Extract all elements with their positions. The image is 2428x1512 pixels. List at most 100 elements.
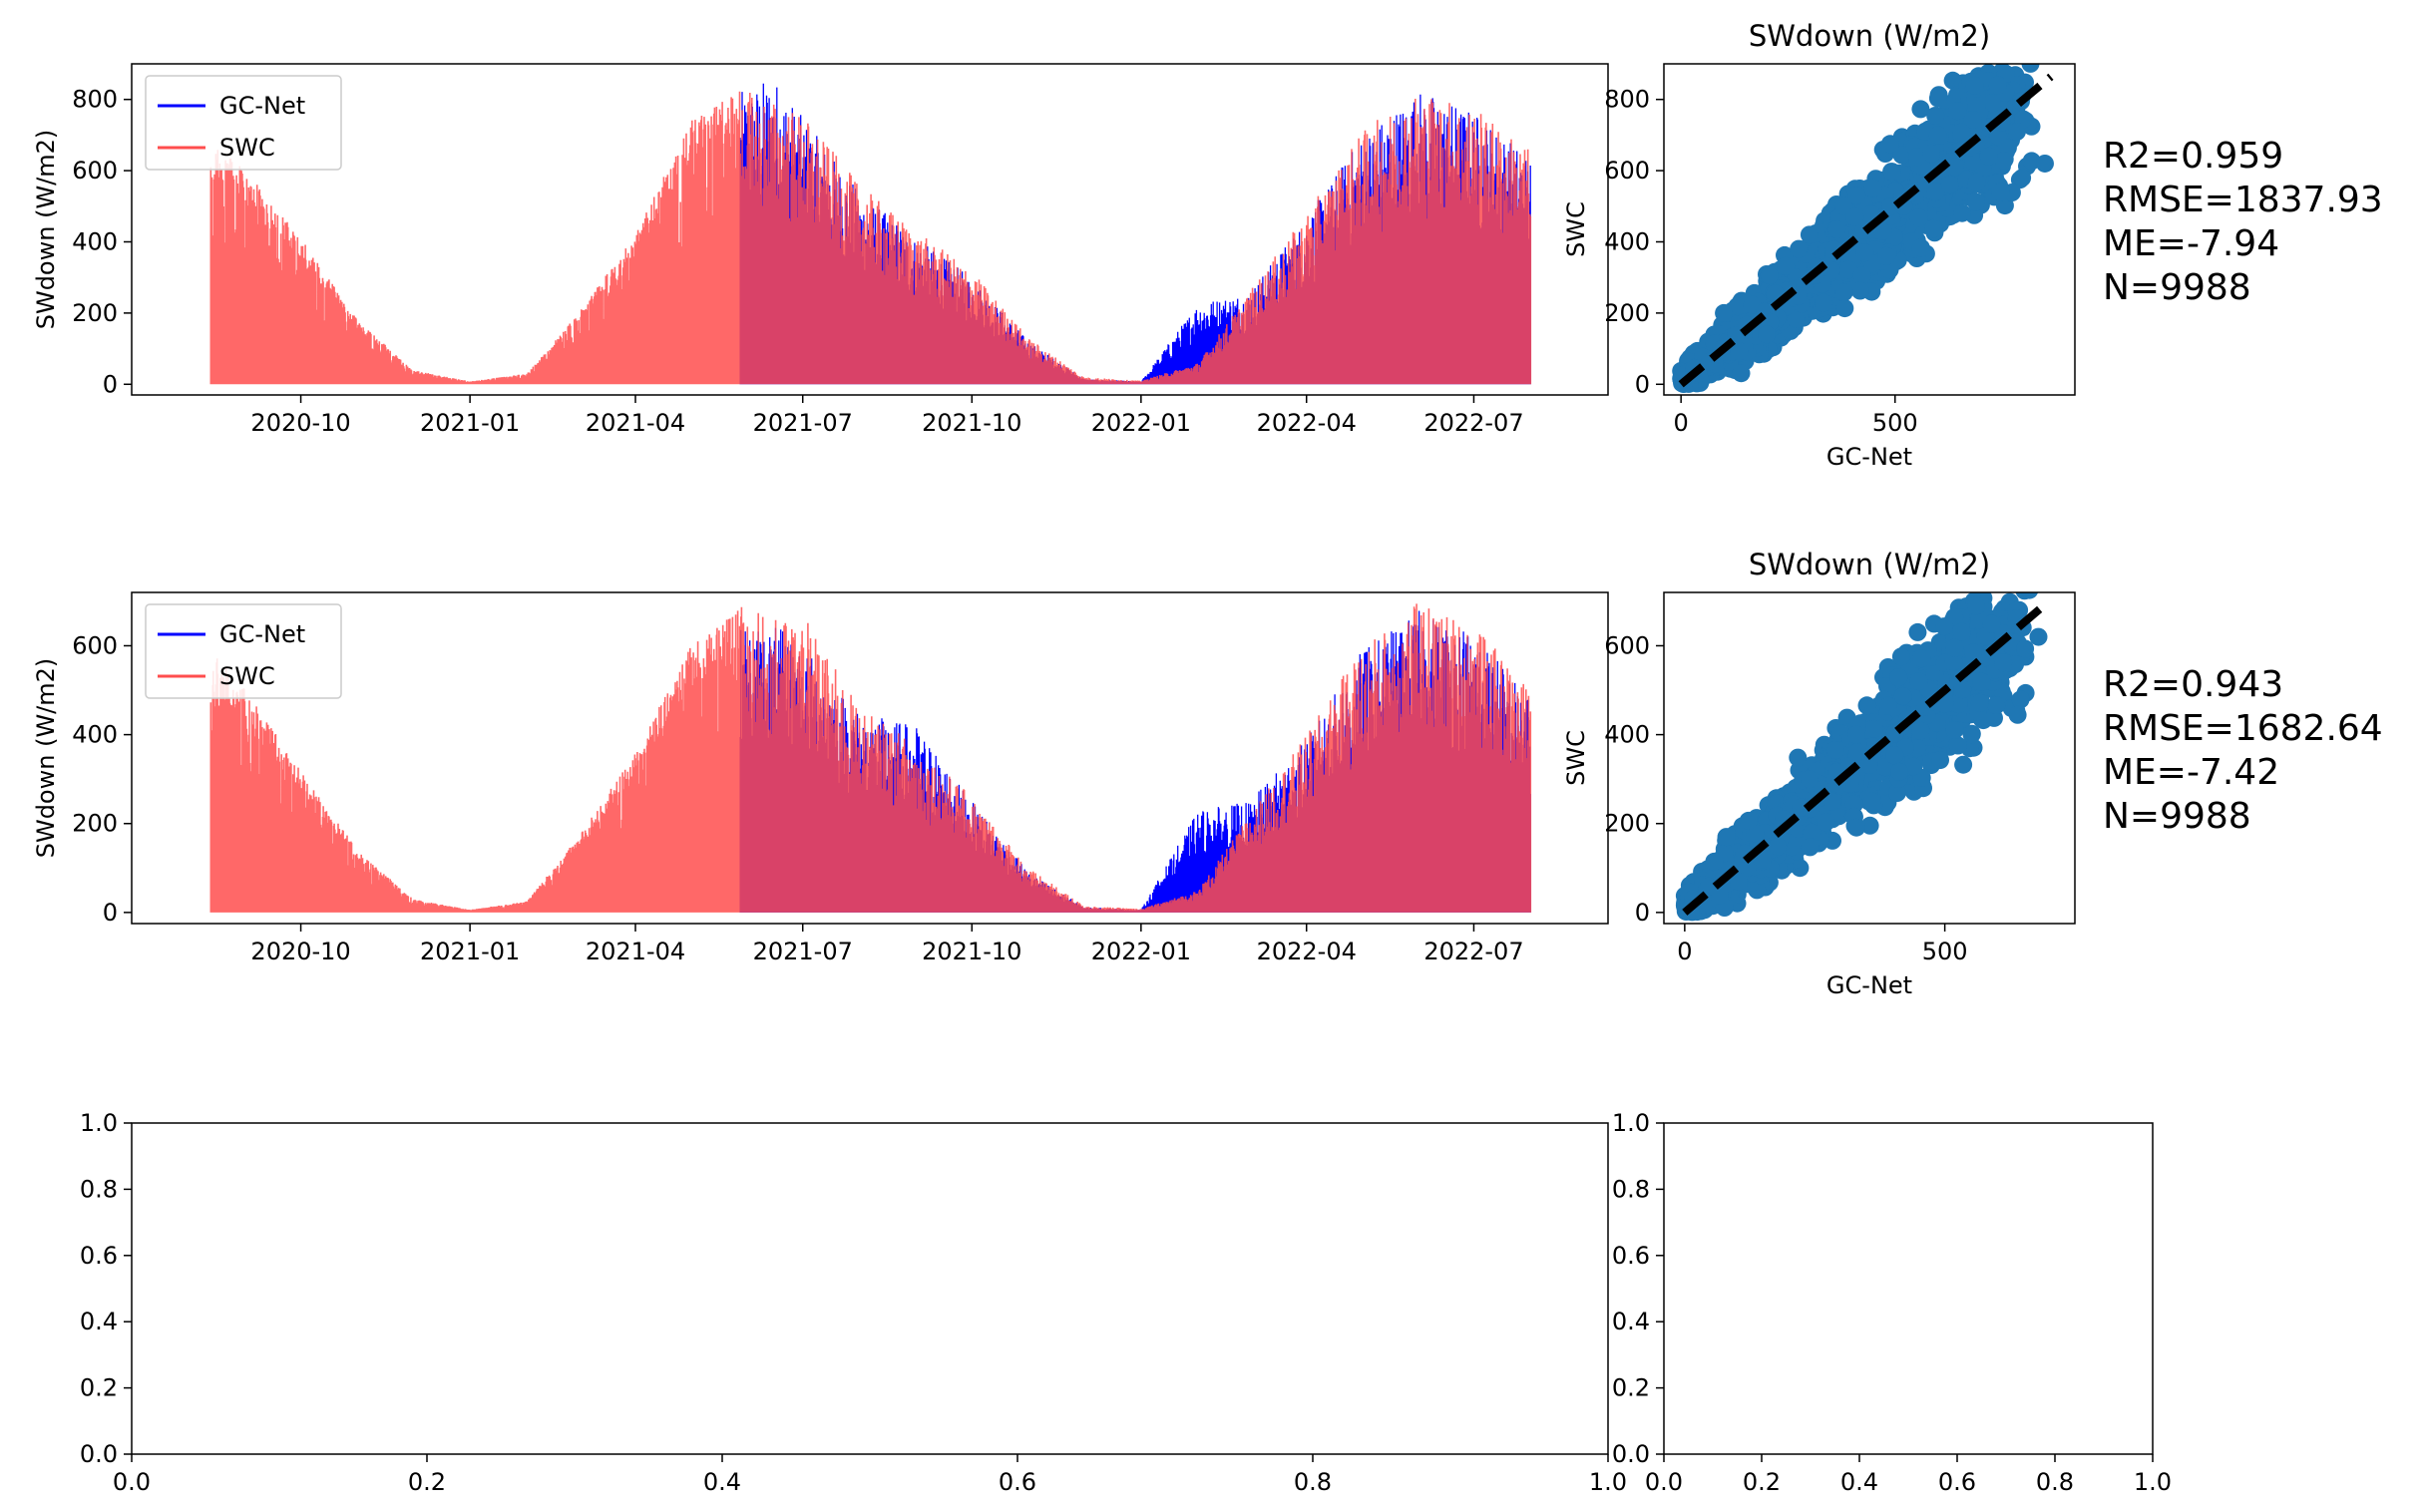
- x-tick-label: 0.4: [1840, 1468, 1878, 1496]
- scatter-point: [1801, 770, 1820, 789]
- y-axis-label: SWdown (W/m2): [32, 658, 60, 859]
- scatter-point: [1988, 550, 2006, 567]
- scatter-point: [1911, 238, 1930, 257]
- scatter-point: [1952, 123, 1971, 142]
- scatter-point: [1769, 837, 1788, 856]
- y-tick-label: 0.4: [80, 1308, 118, 1335]
- scatter-point: [2007, 36, 2025, 54]
- x-tick-label: 2021-01: [420, 409, 520, 437]
- x-tick-label: 0: [1677, 938, 1692, 965]
- y-tick-label: 600: [72, 631, 118, 659]
- scatter-point: [1845, 207, 1864, 226]
- scatter-point: [1863, 179, 1882, 197]
- y-tick-label: 800: [1604, 86, 1650, 114]
- scatter-point: [1739, 811, 1758, 830]
- scatter-point: [1945, 721, 1964, 739]
- legend-label: SWC: [219, 662, 275, 690]
- scatter-point: [1827, 220, 1846, 238]
- scatter-point: [1904, 757, 1923, 776]
- scatter-point: [1877, 246, 1896, 265]
- stats-text: ME=-7.94: [2103, 223, 2279, 264]
- x-tick-label: 2022-04: [1257, 938, 1357, 965]
- x-tick-label: 0.2: [1743, 1468, 1781, 1496]
- y-tick-label: 600: [1604, 631, 1650, 659]
- x-tick-label: 2021-01: [420, 938, 520, 965]
- x-tick-label: 2022-07: [1423, 938, 1523, 965]
- scatter-point: [1887, 784, 1906, 802]
- x-tick-label: 0.2: [408, 1468, 446, 1496]
- scatter-point: [1717, 828, 1736, 847]
- scatter-point: [1909, 208, 1928, 227]
- scatter-point: [1803, 823, 1821, 842]
- y-tick-label: 600: [72, 157, 118, 185]
- y-tick-label: 0.0: [1612, 1440, 1650, 1468]
- scatter-point: [1924, 219, 1943, 238]
- axes-frame: [1663, 1122, 2154, 1455]
- axes-frame: [131, 1122, 1609, 1455]
- scatter-point: [1926, 183, 1945, 201]
- x-tick-label: 0.6: [999, 1468, 1036, 1496]
- scatter-point: [1846, 725, 1865, 744]
- stats-text: R2=0.943: [2103, 664, 2283, 705]
- y-axis-label: SWC: [1562, 730, 1590, 786]
- x-tick-label: 1.0: [1589, 1468, 1627, 1496]
- scatter-point: [1909, 672, 1928, 691]
- scatter-point: [2011, 690, 2030, 709]
- y-tick-label: 0.0: [80, 1440, 118, 1468]
- scatter-point: [1949, 695, 1968, 714]
- x-tick-label: 0.6: [1938, 1468, 1976, 1496]
- scatter-point: [1952, 622, 1971, 641]
- x-tick-label: 2021-10: [922, 409, 1021, 437]
- scatter-point: [2013, 169, 2032, 188]
- swc-series-line: [209, 603, 1532, 913]
- x-tick-label: 0.0: [1645, 1468, 1683, 1496]
- scatter-point: [1777, 256, 1796, 275]
- scatter-point: [1944, 652, 1963, 671]
- scatter-point: [1787, 309, 1806, 328]
- x-tick-label: 2022-01: [1091, 409, 1191, 437]
- scatter-point: [2007, 123, 2026, 141]
- scatter-point: [1988, 76, 2007, 95]
- y-tick-label: 0.2: [1612, 1374, 1650, 1402]
- scatter-point: [1730, 872, 1748, 891]
- y-tick-label: 200: [1604, 299, 1650, 327]
- stats-text: RMSE=1837.93: [2103, 180, 2383, 220]
- x-tick-label: 500: [1872, 409, 1918, 437]
- y-tick-label: 0.2: [80, 1374, 118, 1402]
- scatter-point: [1889, 668, 1908, 687]
- y-tick-label: 600: [1604, 157, 1650, 185]
- scatter-point: [1758, 325, 1776, 344]
- y-axis-label: SWC: [1562, 201, 1590, 257]
- scatter-point: [1865, 719, 1883, 738]
- x-tick-label: 0.4: [703, 1468, 741, 1496]
- scatter-point: [1825, 741, 1844, 759]
- y-tick-label: 400: [72, 227, 118, 255]
- scatter-point: [1911, 721, 1930, 740]
- scatter-point: [1967, 192, 1985, 211]
- scatter-point: [1878, 696, 1897, 715]
- axes-frame: [131, 63, 1609, 396]
- y-tick-label: 400: [1604, 227, 1650, 255]
- scatter-point: [1847, 187, 1866, 205]
- legend-label: SWC: [219, 134, 275, 162]
- scatter-point: [1983, 94, 2001, 113]
- scatter-point: [1953, 680, 1972, 699]
- y-tick-label: 0.8: [80, 1175, 118, 1203]
- scatter-point: [1862, 792, 1881, 811]
- scatter-point: [1962, 725, 1981, 744]
- scatter-point: [1801, 838, 1820, 857]
- y-tick-label: 1.0: [80, 1109, 118, 1137]
- scatter-point: [1994, 653, 2013, 672]
- scatter-point: [1891, 647, 1910, 666]
- scatter-point: [1989, 127, 2008, 146]
- scatter-point: [1790, 239, 1809, 258]
- x-tick-label: 0.8: [1294, 1468, 1332, 1496]
- scatter-point: [1738, 858, 1757, 877]
- y-tick-label: 0: [1635, 370, 1650, 398]
- scatter-point: [1792, 798, 1811, 817]
- scatter-point: [2021, 64, 2040, 73]
- x-tick-label: 0.8: [2036, 1468, 2074, 1496]
- x-tick-label: 2020-10: [250, 938, 350, 965]
- points-group: [1675, 550, 2048, 922]
